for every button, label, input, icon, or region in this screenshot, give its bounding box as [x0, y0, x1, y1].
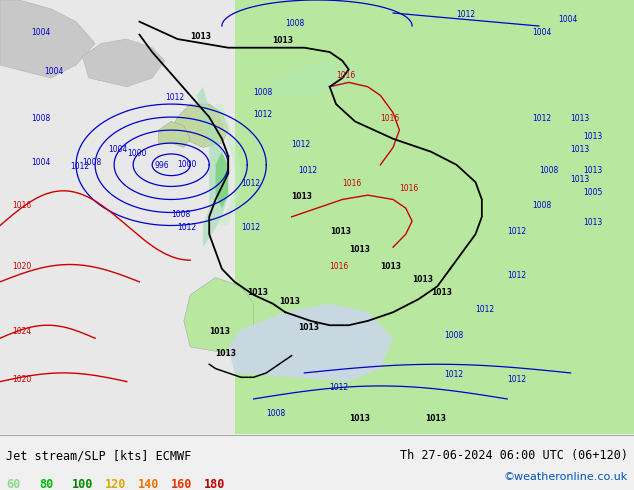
Polygon shape — [235, 0, 634, 434]
Text: 1012: 1012 — [444, 370, 463, 379]
Text: 1012: 1012 — [178, 223, 197, 232]
Text: 1016: 1016 — [342, 179, 361, 189]
Text: 1000: 1000 — [127, 149, 146, 158]
Text: 996: 996 — [154, 161, 169, 170]
Text: 1008: 1008 — [539, 167, 558, 175]
Text: 160: 160 — [171, 478, 193, 490]
Text: 80: 80 — [39, 478, 53, 490]
Text: 1016: 1016 — [13, 201, 32, 210]
Polygon shape — [0, 0, 235, 434]
Text: 1004: 1004 — [32, 28, 51, 37]
Polygon shape — [171, 104, 228, 147]
Text: 60: 60 — [6, 478, 20, 490]
Text: 1004: 1004 — [558, 15, 578, 24]
Text: 180: 180 — [204, 478, 226, 490]
Polygon shape — [184, 277, 254, 356]
Text: 1008: 1008 — [32, 115, 51, 123]
Text: 100: 100 — [72, 478, 94, 490]
Text: 1008: 1008 — [254, 88, 273, 98]
Text: 1013: 1013 — [247, 288, 268, 297]
Text: 1012: 1012 — [241, 179, 260, 189]
Text: 1012: 1012 — [533, 115, 552, 123]
Text: 1020: 1020 — [13, 375, 32, 384]
Text: 1013: 1013 — [431, 288, 452, 297]
Text: 1012: 1012 — [292, 141, 311, 149]
Text: 1020: 1020 — [13, 262, 32, 271]
Text: 1016: 1016 — [330, 262, 349, 271]
Polygon shape — [266, 61, 368, 96]
Text: 1004: 1004 — [32, 158, 51, 167]
Text: 1016: 1016 — [336, 71, 355, 80]
Text: 1012: 1012 — [507, 227, 526, 236]
Text: 1012: 1012 — [456, 10, 476, 19]
Text: 1000: 1000 — [178, 160, 197, 169]
Text: 1013: 1013 — [190, 32, 211, 41]
Polygon shape — [216, 152, 228, 208]
Text: 1012: 1012 — [298, 167, 317, 175]
Text: 140: 140 — [138, 478, 160, 490]
Text: 1016: 1016 — [399, 184, 418, 193]
Polygon shape — [228, 304, 393, 382]
Text: 1004: 1004 — [44, 67, 64, 76]
Text: 1008: 1008 — [82, 158, 101, 167]
Text: 1008: 1008 — [266, 409, 285, 418]
Text: 1013: 1013 — [349, 414, 370, 423]
Text: 1012: 1012 — [507, 270, 526, 279]
Polygon shape — [216, 104, 241, 225]
Text: 1013: 1013 — [330, 227, 351, 236]
Text: 1012: 1012 — [254, 110, 273, 119]
Text: 1012: 1012 — [241, 223, 260, 232]
Text: 1013: 1013 — [273, 36, 294, 46]
Text: 1012: 1012 — [507, 375, 526, 384]
Polygon shape — [197, 87, 228, 247]
Text: 1024: 1024 — [13, 327, 32, 336]
Text: 1013: 1013 — [571, 175, 590, 184]
Text: 1012: 1012 — [330, 383, 349, 392]
Text: 1013: 1013 — [583, 167, 602, 175]
Text: 1013: 1013 — [209, 327, 230, 336]
Text: 1012: 1012 — [476, 305, 495, 314]
Text: 1013: 1013 — [583, 219, 602, 227]
Text: 1008: 1008 — [171, 210, 190, 219]
Text: 1004: 1004 — [108, 145, 127, 154]
Text: 1008: 1008 — [285, 19, 304, 28]
Text: 120: 120 — [105, 478, 127, 490]
Text: 1013: 1013 — [349, 245, 370, 253]
Text: Jet stream/SLP [kts] ECMWF: Jet stream/SLP [kts] ECMWF — [6, 449, 191, 463]
Text: 1008: 1008 — [533, 201, 552, 210]
Text: 1013: 1013 — [279, 296, 300, 306]
Text: 1012: 1012 — [165, 93, 184, 102]
Polygon shape — [82, 39, 165, 87]
Polygon shape — [0, 0, 95, 78]
Text: 1013: 1013 — [583, 132, 602, 141]
Text: 1013: 1013 — [571, 115, 590, 123]
Text: Th 27-06-2024 06:00 UTC (06+120): Th 27-06-2024 06:00 UTC (06+120) — [399, 449, 628, 463]
Text: 1016: 1016 — [380, 115, 399, 123]
Text: 1013: 1013 — [216, 348, 236, 358]
Text: 1005: 1005 — [583, 188, 603, 197]
Text: 1013: 1013 — [412, 275, 433, 284]
Text: 1008: 1008 — [444, 331, 463, 340]
Text: 1013: 1013 — [298, 322, 319, 332]
Polygon shape — [158, 122, 190, 147]
Text: 1013: 1013 — [571, 145, 590, 154]
Text: 1012: 1012 — [70, 162, 89, 171]
Text: 1013: 1013 — [380, 262, 401, 271]
Text: 1004: 1004 — [533, 28, 552, 37]
Text: 1013: 1013 — [425, 414, 446, 423]
Text: ©weatheronline.co.uk: ©weatheronline.co.uk — [503, 471, 628, 482]
Text: 1013: 1013 — [292, 193, 313, 201]
